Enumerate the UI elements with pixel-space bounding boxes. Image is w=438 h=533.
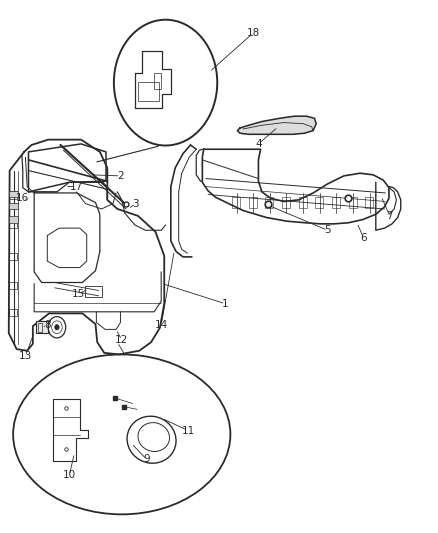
Bar (349, 197, 357, 208)
Bar (299, 197, 307, 208)
Bar (282, 197, 290, 208)
Bar (9, 253, 17, 260)
Text: 15: 15 (71, 289, 85, 299)
Text: 16: 16 (16, 193, 29, 203)
Text: 8: 8 (44, 320, 51, 330)
Text: 12: 12 (115, 335, 128, 345)
Circle shape (55, 325, 59, 330)
Bar (315, 197, 323, 208)
Text: 6: 6 (360, 233, 367, 243)
Bar (85, 286, 102, 297)
Text: 4: 4 (255, 139, 262, 149)
Text: 14: 14 (155, 320, 168, 330)
Text: 13: 13 (19, 351, 32, 361)
Text: 9: 9 (143, 455, 150, 464)
Bar (332, 197, 340, 208)
Bar (9, 309, 17, 316)
Text: 2: 2 (117, 171, 124, 181)
Bar (232, 197, 240, 208)
Bar (138, 82, 159, 101)
Text: 10: 10 (63, 471, 76, 480)
Bar (265, 197, 273, 208)
Bar (9, 203, 18, 209)
Bar (365, 197, 373, 208)
Bar (154, 73, 161, 89)
Bar (9, 282, 17, 289)
Bar (38, 323, 42, 332)
Polygon shape (237, 116, 316, 134)
Text: 5: 5 (324, 225, 331, 235)
Text: 11: 11 (182, 426, 195, 435)
Bar (9, 191, 18, 197)
Bar (9, 221, 17, 228)
Bar (9, 216, 18, 223)
Text: 3: 3 (132, 199, 139, 208)
Text: 1: 1 (222, 299, 229, 309)
Text: 18: 18 (247, 28, 260, 38)
Text: 17: 17 (70, 182, 83, 191)
Bar (249, 197, 257, 208)
Text: 7: 7 (386, 211, 393, 221)
Bar (36, 321, 48, 333)
Bar (9, 191, 17, 199)
